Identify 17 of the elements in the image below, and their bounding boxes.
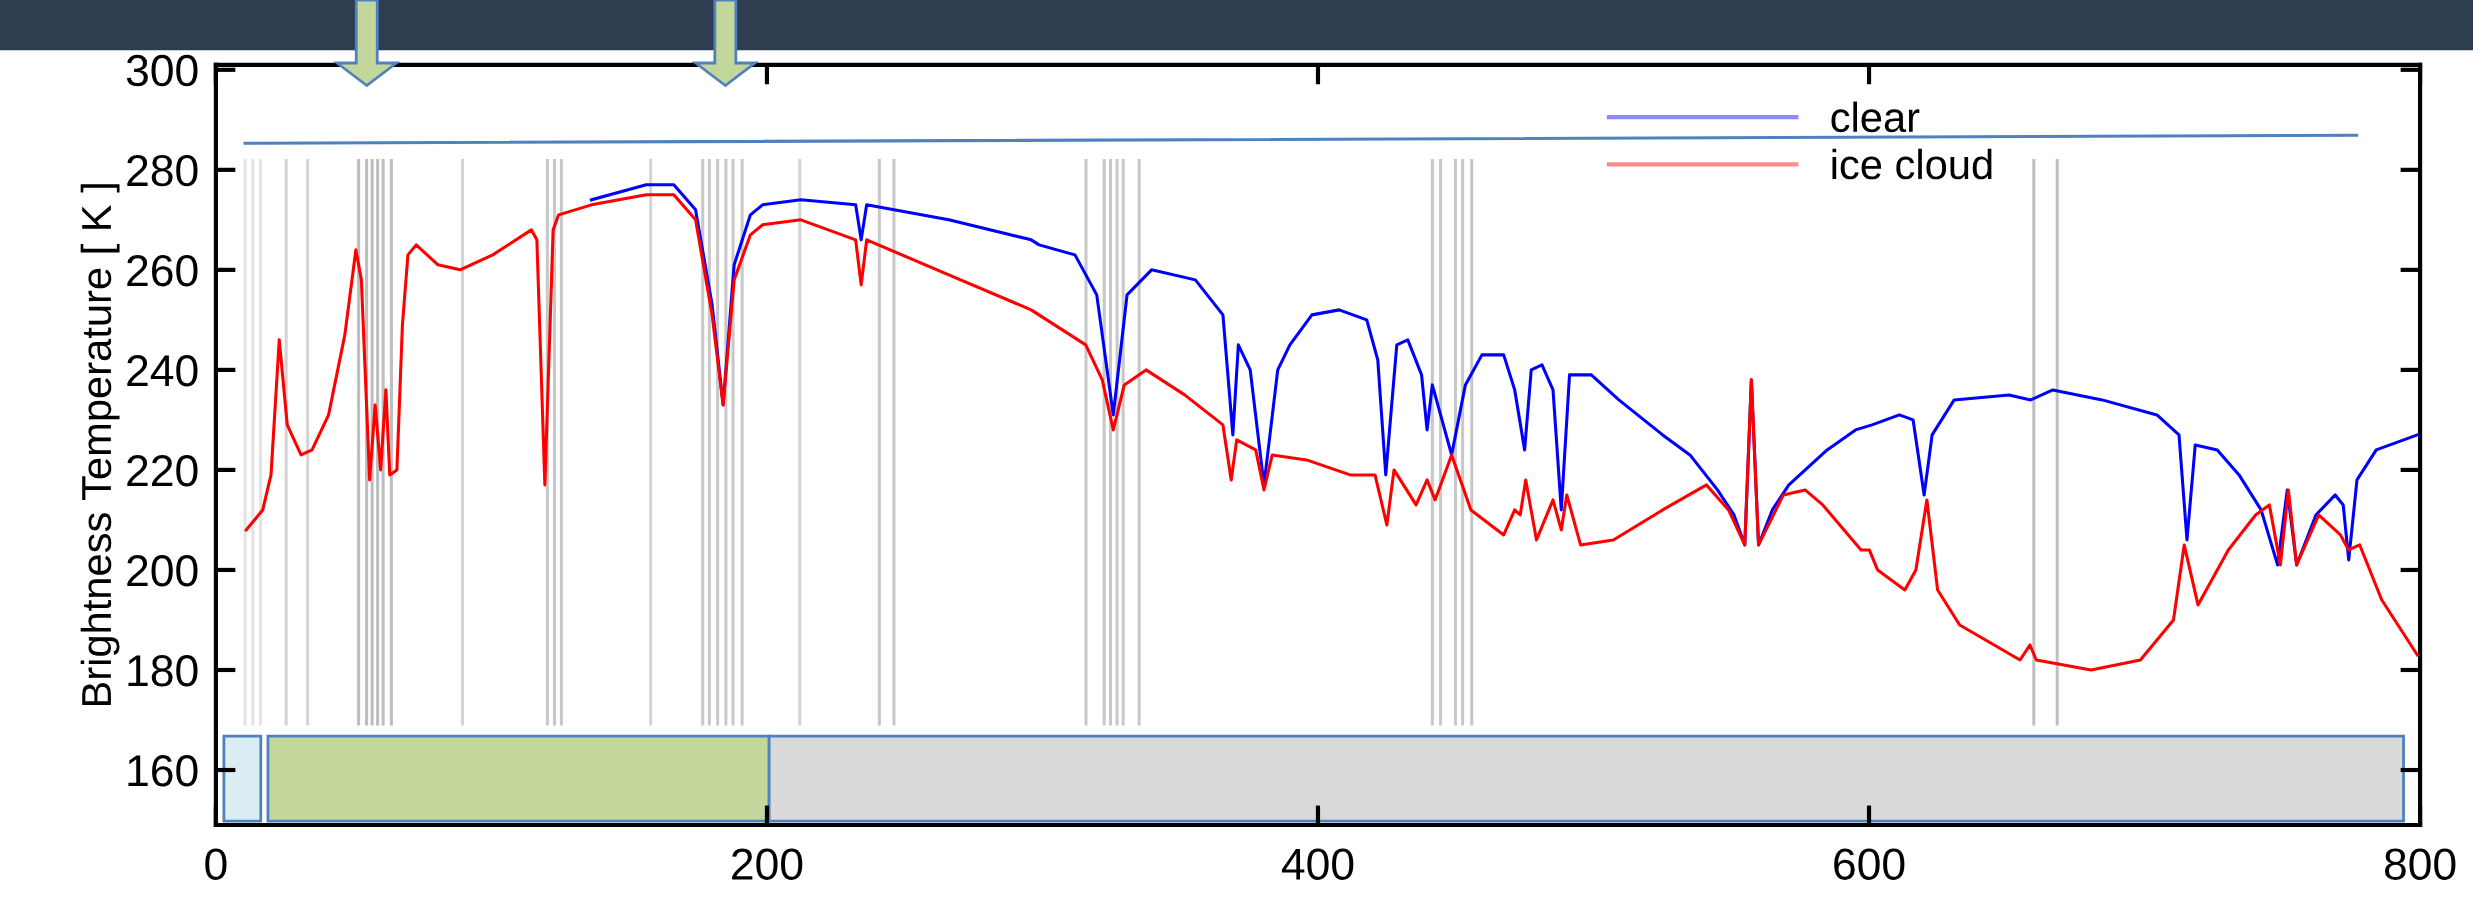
y-axis-title: Brightness Temperature [ K ] [80, 184, 120, 706]
y-tick-label: 240 [127, 354, 198, 387]
y-tick-label: 180 [128, 655, 198, 687]
y-tick-label: 260 [127, 254, 198, 287]
y-tick-label: 280 [127, 154, 198, 187]
line-series [244, 193, 2419, 672]
y-tick-label: 300 [126, 54, 198, 87]
x-tick-label: 800 [2384, 848, 2456, 880]
legend-label: ice cloud [1832, 148, 1992, 180]
x-tick-label: 0 [205, 848, 227, 880]
x-tick-label: 200 [732, 848, 803, 880]
y-tick-label: 160 [128, 755, 198, 787]
y-tick-label: 220 [127, 454, 198, 487]
y-tick-label: 200 [127, 555, 198, 587]
legend-label: clear [1831, 101, 1920, 133]
x-tick-label: 600 [1834, 848, 1905, 880]
x-tick-label: 400 [1281, 848, 1354, 880]
